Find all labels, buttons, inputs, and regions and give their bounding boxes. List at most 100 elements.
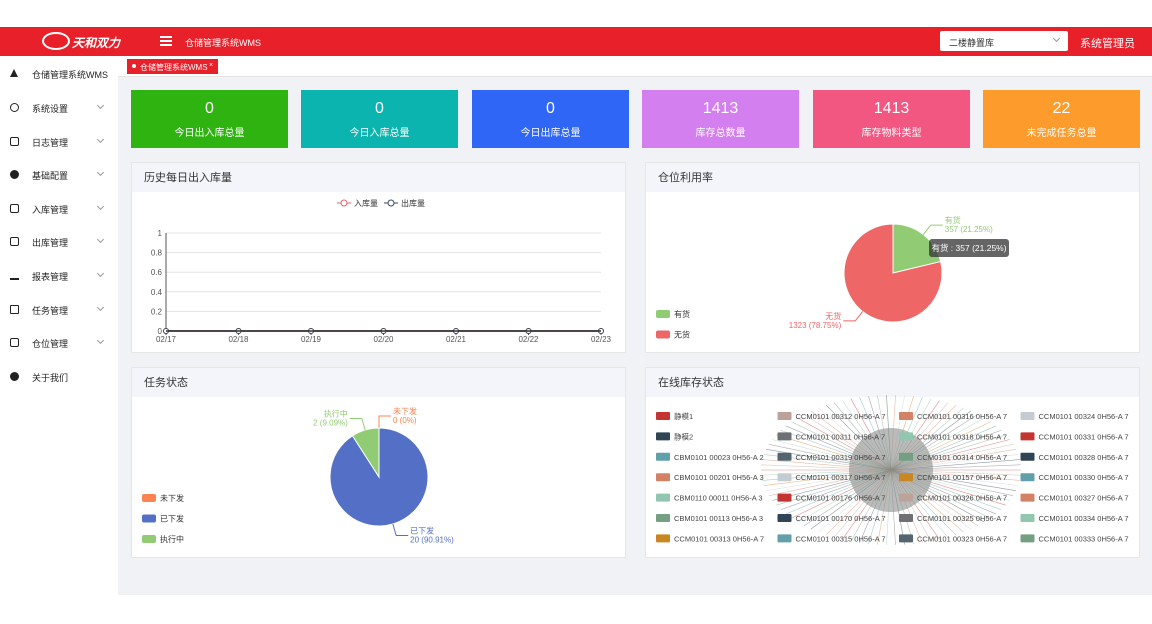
slice-label: 357 (21.25%) [945, 225, 993, 234]
menu-text: 报表管理 [32, 272, 69, 282]
label-line [392, 523, 409, 537]
select-arrow [1052, 34, 1061, 43]
menu-text: 出库管理 [32, 238, 69, 248]
menu-text: 系统设置 [32, 104, 69, 114]
tooltip-text: 有货 : 357 (21.25%) [931, 243, 1006, 253]
legend-text: 出库量 [401, 198, 425, 208]
menu-item[interactable]: 报表管理 [0, 266, 118, 286]
menu-text: 日志管理 [32, 138, 69, 148]
legend-swatch [656, 310, 670, 318]
legend-text: CCM0101 00327 0H56-A 7 [1039, 494, 1129, 503]
legend-swatch [142, 535, 156, 543]
label-line [378, 415, 391, 428]
label-line [349, 417, 366, 431]
legend-swatch [656, 412, 670, 420]
legend-text: CCM0101 00314 0H56-A 7 [917, 453, 1007, 462]
legend-marker [387, 199, 395, 207]
legend-text: CCM0101 00331 0H56-A 7 [1039, 432, 1129, 441]
stat-value: 22 [1052, 100, 1071, 117]
legend-marker [340, 199, 348, 207]
legend-swatch [656, 473, 670, 482]
legend-swatch [656, 452, 670, 461]
slice-label: 2 (9.09%) [313, 418, 348, 427]
menu-text: 关于我们 [32, 373, 69, 383]
y-tick-label: 0.2 [151, 307, 163, 316]
line-chart: 历史每日出入库量 0 0.2 0.4 0.6 0.8 1 02/17 02/18 02/19 02/… [132, 163, 625, 344]
legend-swatch [656, 432, 670, 441]
warehouse-value: 二楼静置库 [949, 38, 995, 48]
slice-label: 1323 (78.75%) [789, 321, 842, 330]
slice-label: 0 (0%) [393, 416, 417, 425]
legend-text: CCM0101 00325 0H56-A 7 [917, 514, 1007, 523]
legend-text: CBM0110 00011 0H56-A 3 [674, 494, 763, 503]
stat-card: 0 今日入库总量 [301, 90, 458, 148]
user-name[interactable]: 系统管理员 [1080, 38, 1135, 50]
x-tick-label: 02/22 [518, 335, 539, 344]
menu-item[interactable]: 系统设置 [0, 98, 118, 118]
legend-text: 入库量 [354, 198, 378, 208]
y-tick-label: 0.6 [151, 268, 163, 277]
tab-bar: 仓储管理系统WMS × [118, 56, 1152, 77]
panel-title: 任务状态 [144, 375, 188, 389]
legend-text: CCM0101 00330 0H56-A 7 [1039, 473, 1129, 482]
legend-text: CCM0101 00328 0H56-A 7 [1039, 453, 1129, 462]
menu-item[interactable]: 出库管理 [0, 232, 118, 252]
slice-name: 无货 [825, 311, 841, 321]
stat-card: 22 未完成任务总量 [983, 90, 1140, 148]
slice-name: 未下发 [393, 406, 417, 416]
legend-swatch [777, 412, 792, 420]
menu-text: 仓位管理 [32, 339, 69, 349]
legend-text: CCM0101 00176 0H56-A 7 [796, 494, 886, 503]
warehouse-select[interactable]: 二楼静置库 [940, 31, 1068, 51]
y-tick-label: 0.4 [151, 288, 163, 297]
legend-swatch [899, 493, 913, 502]
x-tick-label: 02/23 [591, 335, 612, 344]
stat-label: 今日出库总量 [520, 128, 581, 139]
legend-text: CCM0101 00316 0H56-A 7 [917, 412, 1007, 421]
legend-swatch [777, 514, 792, 522]
legend-text: CCM0101 00323 0H56-A 7 [917, 534, 1007, 543]
slice-name: 执行中 [324, 408, 348, 418]
panel-title: 历史每日出入库量 [144, 170, 232, 184]
legend-text: CCM0101 00312 0H56-A 7 [796, 412, 886, 421]
panel-header [646, 368, 1139, 397]
logo-text: 天和双力 [72, 36, 121, 50]
legend-text: 静模1 [674, 411, 693, 421]
menu-item[interactable]: 任务管理 [0, 300, 118, 320]
stat-value: 0 [205, 100, 214, 117]
legend-swatch [777, 534, 792, 543]
legend-text: 无货 [674, 330, 690, 340]
legend-swatch [1020, 452, 1035, 461]
panel: 历史每日出入库量 0 0.2 0.4 0.6 0.8 1 02/17 02/18 02/19 02/… [131, 162, 626, 353]
menu-item[interactable]: 日志管理 [0, 132, 118, 152]
menu-item[interactable]: 仓储管理系统WMS [0, 64, 118, 84]
stat-value: 0 [546, 100, 555, 117]
panel-title: 在线库存状态 [658, 375, 724, 389]
panel-header [132, 368, 625, 397]
y-tick-label: 1 [158, 229, 163, 238]
panel: 任务状态 未下发 0 (0%) 未下发 已下发 20 (90.91%) 已下发 执行中 2 (9… [131, 367, 626, 558]
menu-toggle[interactable] [160, 36, 172, 46]
menu-item[interactable]: 仓位管理 [0, 333, 118, 353]
stat-value: 0 [375, 100, 384, 117]
menu-item[interactable]: 基础配置 [0, 165, 118, 185]
legend-swatch [1020, 432, 1035, 441]
y-tick-label: 0.8 [151, 249, 163, 258]
legend-text: CCM0101 00315 0H56-A 7 [796, 534, 886, 543]
stat-label: 今日出入库总量 [174, 128, 245, 139]
legend-swatch [1020, 493, 1035, 502]
tab[interactable]: 仓储管理系统WMS × [127, 59, 218, 74]
menu-item[interactable]: 关于我们 [0, 367, 118, 387]
slice-label: 20 (90.91%) [410, 536, 454, 545]
stat-label: 库存总数量 [695, 128, 746, 139]
menu-item[interactable]: 入库管理 [0, 199, 118, 219]
stat-value: 1413 [702, 100, 739, 117]
tab-close[interactable]: × [209, 62, 214, 69]
legend-swatch [899, 452, 913, 461]
menu-text: 任务管理 [32, 306, 69, 316]
legend-swatch [656, 514, 670, 522]
app-title: 仓储管理系统WMS [185, 38, 261, 48]
label-line [843, 311, 864, 322]
